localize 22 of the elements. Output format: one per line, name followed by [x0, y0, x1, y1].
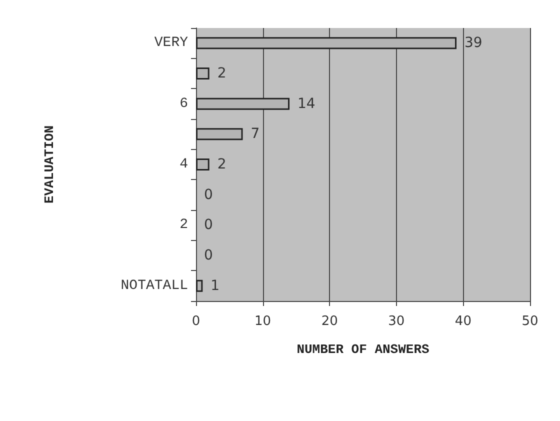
y-tick-label: NOTATALL	[120, 278, 188, 294]
y-tick-label: 4	[180, 156, 188, 172]
data-label: 1	[210, 278, 220, 294]
data-label: 7	[250, 126, 260, 142]
data-label: 0	[204, 217, 213, 234]
x-axis-title: NUMBER OF ANSWERS	[296, 342, 430, 357]
data-label: 2	[217, 156, 226, 172]
y-axis-title: EVALUATION	[42, 125, 57, 204]
x-tick-label: 0	[192, 314, 200, 329]
x-tick-label: 40	[454, 314, 472, 329]
x-tick-label: 20	[321, 314, 338, 329]
y-tick-label: 6	[180, 96, 188, 112]
data-label: 0	[204, 248, 213, 264]
x-tick-label: 30	[388, 314, 405, 329]
y-tick-label: 2	[180, 217, 188, 234]
data-label: 2	[217, 66, 226, 82]
data-label: 14	[298, 96, 316, 112]
data-label: 0	[204, 186, 213, 203]
x-tick-label: 10	[254, 314, 272, 329]
y-tick-label: VERY	[154, 35, 189, 52]
x-tick-label: 50	[522, 314, 538, 329]
data-label: 39	[464, 35, 482, 52]
